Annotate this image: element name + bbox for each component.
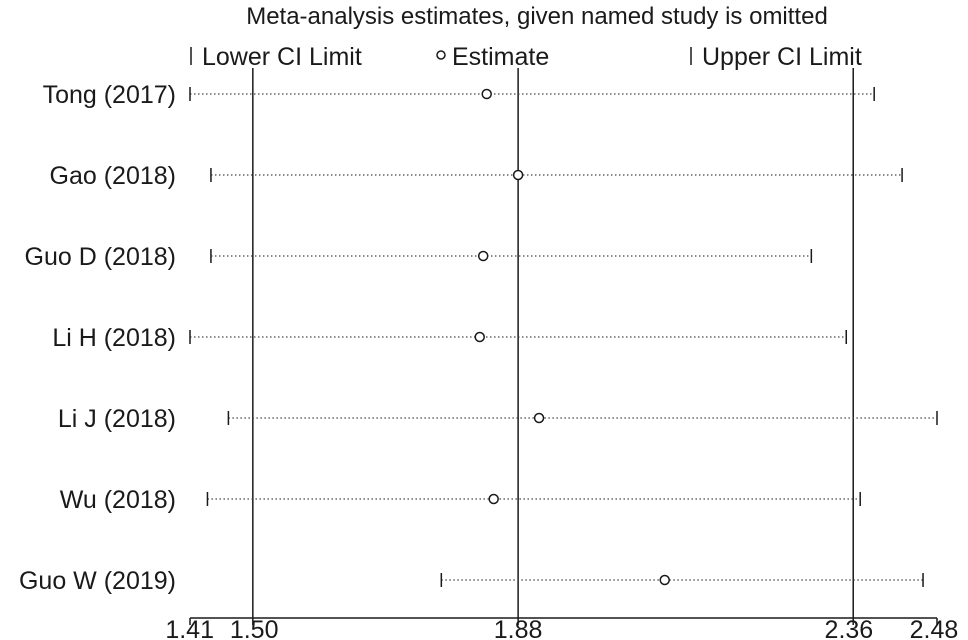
- study-row: [189, 87, 875, 101]
- study-label: Guo W (2019): [19, 567, 176, 595]
- study-row: [227, 411, 938, 425]
- estimate-marker: [488, 493, 499, 505]
- study-labels: Tong (2017) Gao (2018) Guo D (2018) Li H (2…: [19, 81, 176, 595]
- x-tick-label: 2.36: [825, 616, 874, 640]
- reference-lines: [252, 68, 854, 618]
- study-row: [440, 573, 924, 587]
- study-row: [189, 330, 847, 344]
- legend-estimate-label: Estimate: [452, 43, 549, 71]
- study-label: Wu (2018): [60, 486, 176, 514]
- x-tick-label: 1.88: [494, 616, 543, 640]
- study-row: [210, 168, 903, 182]
- x-tick-label: 1.41: [165, 616, 214, 640]
- study-label: Li J (2018): [58, 405, 176, 433]
- study-label: Gao (2018): [50, 162, 176, 190]
- legend-estimate-marker: [436, 50, 446, 60]
- estimate-marker: [477, 250, 489, 262]
- study-label: Tong (2017): [43, 81, 176, 109]
- study-row: [206, 492, 861, 506]
- estimate-marker: [512, 169, 524, 181]
- estimate-marker: [481, 88, 492, 100]
- chart-title: Meta-analysis estimates, given named stu…: [246, 3, 828, 30]
- legend: Lower CI Limit Estimate Upper CI Limit: [190, 43, 862, 71]
- x-axis-ticks: 1.41 1.50 1.88 2.36 2.48: [165, 616, 958, 640]
- x-tick-label: 2.48: [910, 616, 959, 640]
- estimate-marker: [659, 574, 670, 586]
- study-label: Li H (2018): [52, 324, 176, 352]
- x-tick-label: 1.50: [230, 616, 279, 640]
- study-rows: [189, 87, 938, 587]
- legend-upper-label: Upper CI Limit: [702, 43, 862, 71]
- legend-lower-label: Lower CI Limit: [202, 43, 362, 71]
- estimate-marker: [533, 412, 545, 424]
- study-label: Guo D (2018): [25, 243, 176, 271]
- estimate-marker: [474, 331, 485, 343]
- study-row: [210, 249, 813, 263]
